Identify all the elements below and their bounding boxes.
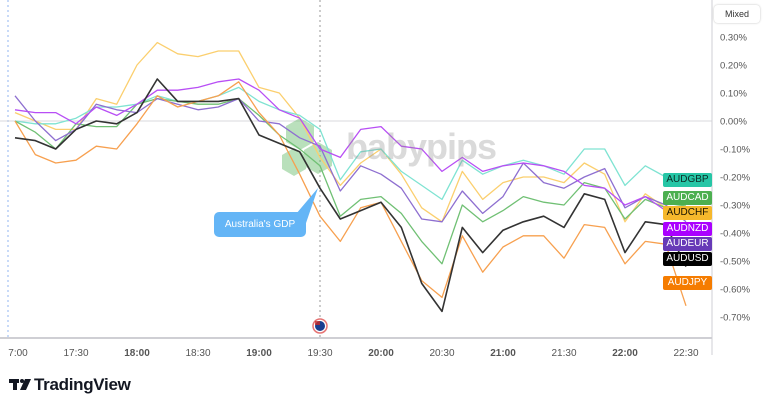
series-tag-audusd[interactable]: AUDUSD [663,252,712,266]
y-tick-label: 0.00% [720,117,747,128]
x-tick-label: 18:00 [124,348,150,359]
x-tick-label: 21:00 [490,348,516,359]
y-tick-label: -0.70% [720,313,751,324]
series-line-audnzd[interactable] [14,78,687,217]
series-tag-audchf[interactable]: AUDCHF [663,206,712,220]
series-line-audjpy[interactable] [14,81,687,307]
y-tick-label: -0.40% [720,229,751,240]
scale-mode-button[interactable]: Mixed [714,5,760,23]
x-tick-label: 22:30 [673,348,698,359]
x-tick-label: 18:30 [185,348,210,359]
x-tick-label: 19:30 [307,348,332,359]
y-tick-label: 0.20% [720,61,747,72]
x-tick-label: 20:30 [429,348,454,359]
x-axis[interactable]: 7:00 17:30 18:00 18:30 19:00 19:30 20:00 20:30 2… [8,348,699,359]
babypips-watermark: babypips [346,126,497,167]
x-tick-label: 19:00 [246,348,272,359]
x-tick-label: 21:30 [551,348,576,359]
series-line-audcad[interactable] [14,97,687,265]
series-tag-audjpy[interactable]: AUDJPY [663,276,712,290]
tradingview-logo-mark [9,379,31,390]
event-callout-australia-gdp[interactable]: Australia's GDP [214,212,306,237]
y-tick-label: -0.60% [720,285,751,296]
series-line-audeur[interactable] [14,95,687,223]
series-tag-audgbp[interactable]: AUDGBP [663,173,712,187]
y-tick-label: -0.30% [720,201,751,212]
series-line-audchf[interactable] [14,41,687,223]
y-tick-label: 0.30% [720,33,747,44]
y-tick-label: -0.50% [720,257,751,268]
y-axis[interactable]: 0.30% 0.20% 0.10% 0.00% -0.10% -0.20% -0.30% -0… [720,33,751,324]
x-tick-label: 17:30 [63,348,88,359]
y-tick-label: -0.20% [720,173,751,184]
series-line-audusd[interactable] [14,78,687,313]
babypips-logo-hexagons [282,118,332,176]
y-tick-label: -0.10% [720,145,751,156]
series-tag-audeur[interactable]: AUDEUR [663,237,712,251]
series-tag-audcad[interactable]: AUDCAD [663,191,712,205]
x-tick-label: 22:00 [612,348,638,359]
australia-flag-icon[interactable] [312,318,328,334]
x-tick-label: 20:00 [368,348,394,359]
y-tick-label: 0.10% [720,89,747,100]
series-tag-audnzd[interactable]: AUDNZD [663,222,712,236]
series-line-audgbp[interactable] [14,86,687,201]
tradingview-logo-text: TradingView [34,375,131,394]
x-tick-label: 7:00 [8,348,28,359]
